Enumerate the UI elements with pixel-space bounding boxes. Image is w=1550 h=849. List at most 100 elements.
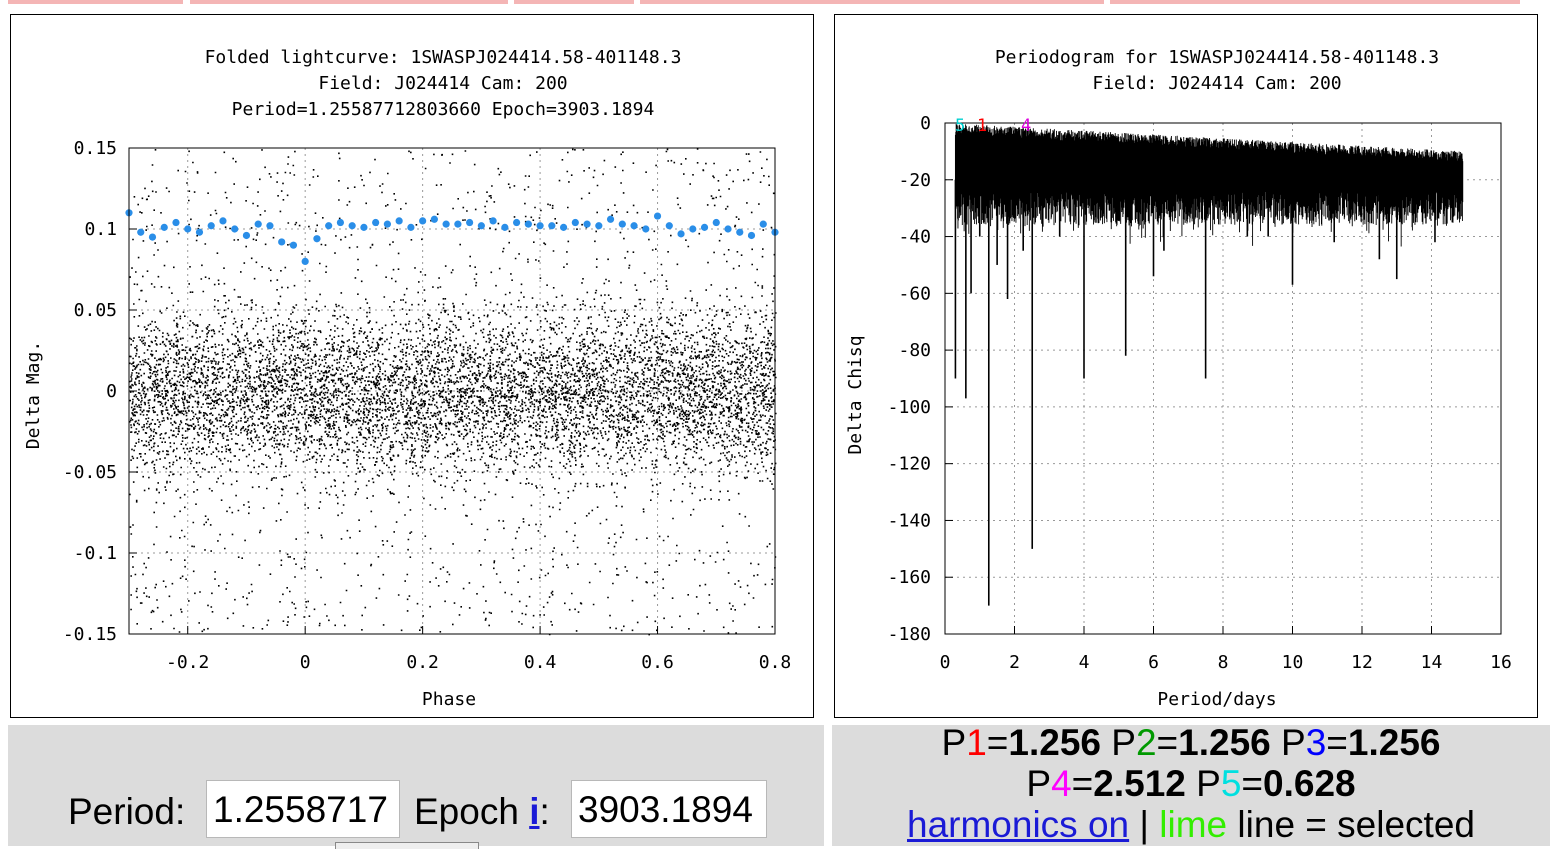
- p1-num: 1: [966, 722, 987, 763]
- lc-y-tick-label: -0.05: [63, 462, 117, 483]
- lc-binned-point: [571, 218, 579, 227]
- selected-note: line = selected: [1237, 804, 1475, 845]
- p3-eq: =: [1326, 722, 1348, 763]
- lc-binned-point: [454, 220, 462, 228]
- lc-binned-point: [301, 257, 309, 265]
- p4-value: 2.512: [1093, 763, 1186, 804]
- lc-binned-point: [442, 220, 450, 228]
- periods-line-1: P1=1.256 P2=1.256 P3=1.256: [832, 722, 1550, 764]
- p5-eq: =: [1241, 763, 1264, 804]
- lc-y-tick-label: 0.05: [74, 300, 117, 321]
- lc-binned-point: [665, 222, 673, 230]
- p2-prefix: P: [1111, 722, 1136, 763]
- lc-binned-point: [148, 233, 157, 241]
- pg-y-tick-label: -40: [898, 227, 931, 248]
- p2-num: 2: [1135, 722, 1157, 763]
- p4-prefix: P: [1026, 763, 1052, 804]
- pg-x-tick-label: 10: [1282, 652, 1304, 673]
- epoch-label: Epoch i:: [414, 791, 550, 833]
- lc-y-tick-label: -0.15: [63, 624, 117, 645]
- pg-y-tick-label: -100: [888, 397, 931, 418]
- lc-binned-point: [219, 217, 227, 225]
- lc-binned-point: [407, 223, 415, 231]
- p5-value: 0.628: [1263, 763, 1356, 804]
- p3-value: 1.256: [1347, 722, 1441, 763]
- lc-x-tick-label: 0.8: [759, 652, 792, 673]
- periods-line-2: P4=2.512 P5=0.628: [832, 763, 1550, 805]
- pg-x-tick-label: 8: [1218, 652, 1229, 673]
- lc-binned-point: [524, 220, 532, 228]
- pg-x-tick-label: 14: [1421, 652, 1443, 673]
- lc-binned-point: [419, 217, 427, 225]
- lc-binned-point: [360, 223, 368, 231]
- pg-peak-marker-5: 5: [955, 116, 965, 136]
- lc-binned-point: [630, 222, 638, 230]
- lc-binned-point: [642, 225, 650, 233]
- lc-binned-point: [160, 223, 168, 231]
- pg-y-tick-label: -160: [888, 567, 931, 588]
- lc-raw-points: [129, 148, 777, 636]
- p2-eq: =: [1156, 722, 1179, 763]
- pg-x-axis-label: Period/days: [1157, 689, 1276, 710]
- lc-binned-point: [289, 241, 298, 249]
- pg-y-tick-label: -120: [888, 454, 931, 475]
- lc-y-tick-label: -0.1: [74, 543, 117, 564]
- lc-binned-point: [747, 231, 756, 240]
- periods-info-panel: [832, 725, 1550, 846]
- pg-x-tick-label: 4: [1079, 652, 1090, 673]
- lc-binned-point: [700, 223, 709, 231]
- harmonics-toggle-link[interactable]: harmonics on: [907, 804, 1130, 845]
- lc-binned-point: [653, 212, 662, 220]
- p4-eq: =: [1071, 763, 1094, 804]
- pg-y-tick-label: 0: [920, 113, 931, 134]
- p3-num: 3: [1305, 722, 1327, 763]
- lc-binned-point: [606, 215, 615, 223]
- lc-binned-point: [242, 231, 251, 240]
- top-strip-3: [514, 0, 634, 4]
- lc-binned-point: [489, 217, 497, 225]
- period-input[interactable]: 1.2558717: [206, 780, 400, 838]
- lc-binned-point: [254, 220, 262, 228]
- pg-y-tick-label: -180: [888, 624, 931, 645]
- pg-peak-marker-1: 1: [977, 116, 987, 136]
- period-epoch-controls: Period: 1.2558717 Epoch i: 3903.1894: [8, 725, 824, 849]
- lc-binned-point: [172, 218, 180, 227]
- p5-prefix: P: [1196, 763, 1221, 804]
- lc-title-line-3: Period=1.25587712803660 Epoch=3903.1894: [232, 99, 655, 120]
- lc-y-tick-label: 0.1: [84, 219, 117, 240]
- lc-binned-point: [395, 217, 403, 225]
- pg-x-tick-label: 2: [1009, 652, 1020, 673]
- lc-binned-point: [618, 220, 626, 228]
- epoch-info-link[interactable]: i: [529, 791, 540, 832]
- lc-binned-point: [195, 228, 204, 236]
- lc-binned-point: [383, 220, 391, 228]
- lc-x-tick-label: 0.6: [641, 652, 674, 673]
- lc-x-tick-label: 0.2: [406, 652, 439, 673]
- lc-binned-point: [207, 222, 215, 230]
- top-strip-1: [8, 0, 183, 4]
- lc-binned-point: [689, 225, 697, 233]
- periodogram-plot: Periodogram for 1SWASPJ024414.58-401148.…: [845, 47, 1512, 710]
- p2-value: 1.256: [1178, 722, 1271, 763]
- lc-binned-point: [184, 225, 192, 233]
- lc-y-tick-label: 0.15: [74, 138, 117, 159]
- lc-binned-point: [595, 222, 603, 230]
- lc-binned-point: [137, 228, 145, 236]
- epoch-input[interactable]: 3903.1894: [571, 780, 767, 838]
- epoch-colon: :: [539, 791, 550, 832]
- lc-x-axis-label: Phase: [422, 689, 476, 710]
- lc-binned-point: [266, 222, 274, 230]
- pg-title-line-2: Field: J024414 Cam: 200: [1092, 73, 1341, 94]
- p4-num: 4: [1051, 763, 1072, 804]
- periodogram-panel: Periodogram for 1SWASPJ024414.58-401148.…: [834, 14, 1538, 718]
- pg-y-axis-label: Delta Chisq: [845, 335, 866, 454]
- pg-y-tick-label: -80: [898, 340, 931, 361]
- pg-x-tick-label: 16: [1490, 652, 1512, 673]
- pg-title-line-1: Periodogram for 1SWASPJ024414.58-401148.…: [995, 47, 1439, 68]
- pg-peak-marker-4: 4: [1021, 116, 1031, 136]
- lc-binned-point: [477, 222, 485, 230]
- lime-word: lime: [1159, 804, 1228, 845]
- p1-prefix: P: [941, 722, 967, 763]
- p1-value: 1.256: [1008, 722, 1101, 763]
- lc-binned-point: [513, 218, 521, 227]
